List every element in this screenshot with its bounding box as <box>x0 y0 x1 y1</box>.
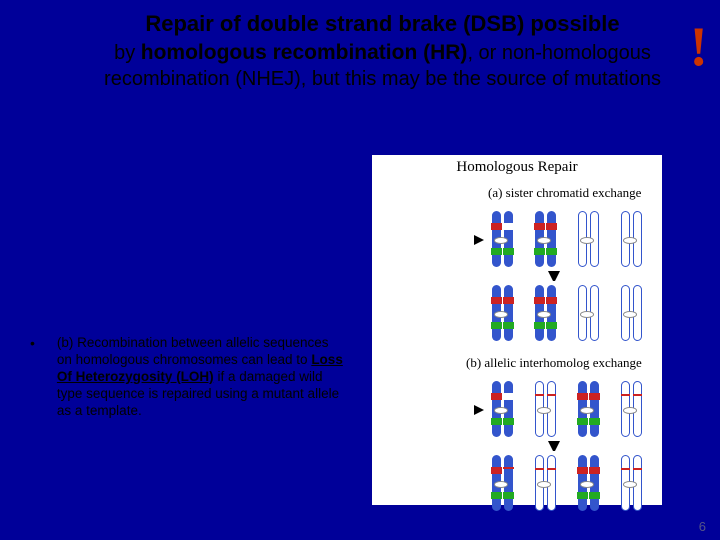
title-by: by <box>114 42 141 64</box>
chromosome-pair <box>492 455 513 511</box>
figure-caption-a: (a) sister chromatid exchange <box>488 185 641 201</box>
title-line-3: recombination (NHEJ), but this may be th… <box>70 66 695 92</box>
chromosome-pair <box>535 381 556 437</box>
figure-title: Homologous Repair <box>372 159 662 176</box>
centromere-icon <box>623 481 637 488</box>
slide-title: Repair of double strand brake (DSB) poss… <box>0 0 720 92</box>
slide-number: 6 <box>699 519 706 534</box>
chromosome-pair <box>578 455 599 511</box>
bullet-dot-icon: • <box>30 335 35 419</box>
centromere-icon <box>580 311 594 318</box>
figure-caption-b: (b) allelic interhomolog exchange <box>466 355 642 371</box>
centromere-icon <box>580 237 594 244</box>
title-line-2: by homologous recombination (HR), or non… <box>70 39 695 66</box>
centromere-icon <box>537 481 551 488</box>
centromere-icon <box>623 311 637 318</box>
chromosome-pair <box>621 211 642 267</box>
chromosome-pair <box>492 381 513 437</box>
chromosome-row <box>492 211 642 267</box>
arrow-right-icon <box>474 405 484 415</box>
figure-panel: Homologous Repair (a) sister chromatid e… <box>372 155 662 505</box>
centromere-icon <box>494 481 508 488</box>
chromosome-pair <box>492 211 513 267</box>
chromosome-pair <box>492 285 513 341</box>
centromere-icon <box>537 237 551 244</box>
chromosome-pair <box>535 285 556 341</box>
title-or: , or non-homologous <box>467 42 650 64</box>
title-hr: homologous recombination (HR) <box>141 41 468 64</box>
centromere-icon <box>623 237 637 244</box>
chromosome-pair <box>578 381 599 437</box>
chromosome-pair <box>535 455 556 511</box>
centromere-icon <box>537 311 551 318</box>
centromere-icon <box>623 407 637 414</box>
centromere-icon <box>580 407 594 414</box>
chromosome-pair <box>578 211 599 267</box>
bullet-pre: (b) Recombination between allelic sequen… <box>57 335 329 367</box>
centromere-icon <box>537 407 551 414</box>
chromosome-row <box>492 455 642 511</box>
chromosome-pair <box>621 381 642 437</box>
bullet-block: • (b) Recombination between allelic sequ… <box>30 335 346 419</box>
bullet-text: (b) Recombination between allelic sequen… <box>57 335 346 419</box>
centromere-icon <box>494 407 508 414</box>
chromosome-pair <box>621 455 642 511</box>
arrow-down-icon <box>548 271 560 283</box>
centromere-icon <box>580 481 594 488</box>
arrow-down-icon <box>548 441 560 453</box>
chromosome-row <box>492 285 642 341</box>
arrow-right-icon <box>474 235 484 245</box>
chromosome-row <box>492 381 642 437</box>
centromere-icon <box>494 237 508 244</box>
centromere-icon <box>494 311 508 318</box>
chromosome-pair <box>535 211 556 267</box>
chromosome-pair <box>578 285 599 341</box>
chromosome-pair <box>621 285 642 341</box>
exclamation-icon: ! <box>689 15 708 79</box>
bullet-loh-abbr: (LOH) <box>172 369 213 384</box>
title-line-1: Repair of double strand brake (DSB) poss… <box>70 10 695 39</box>
